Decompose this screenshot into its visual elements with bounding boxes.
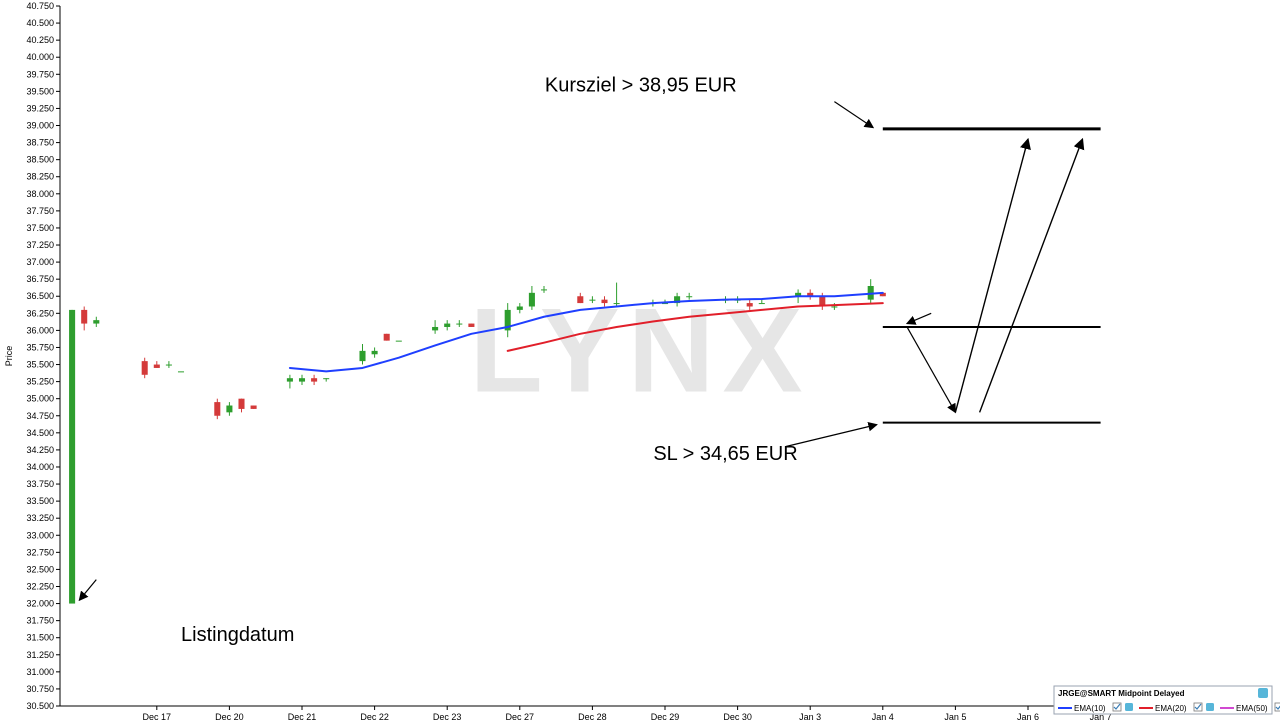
svg-text:31.500: 31.500 bbox=[26, 633, 54, 643]
annotation-text: Kursziel > 38,95 EUR bbox=[545, 74, 737, 96]
svg-text:30.750: 30.750 bbox=[26, 684, 54, 694]
svg-text:34.250: 34.250 bbox=[26, 445, 54, 455]
svg-text:38.250: 38.250 bbox=[26, 172, 54, 182]
svg-text:30.500: 30.500 bbox=[26, 701, 54, 711]
svg-text:31.750: 31.750 bbox=[26, 616, 54, 626]
svg-text:Dec 17: Dec 17 bbox=[143, 712, 172, 720]
svg-text:36.250: 36.250 bbox=[26, 308, 54, 318]
svg-text:EMA(50): EMA(50) bbox=[1236, 704, 1268, 713]
svg-text:35.500: 35.500 bbox=[26, 360, 54, 370]
svg-text:JRGE@SMART Midpoint Delayed: JRGE@SMART Midpoint Delayed bbox=[1058, 689, 1185, 698]
svg-text:37.750: 37.750 bbox=[26, 206, 54, 216]
svg-text:40.000: 40.000 bbox=[26, 52, 54, 62]
svg-text:EMA(10): EMA(10) bbox=[1074, 704, 1106, 713]
svg-text:32.500: 32.500 bbox=[26, 564, 54, 574]
svg-text:34.000: 34.000 bbox=[26, 462, 54, 472]
svg-text:32.000: 32.000 bbox=[26, 599, 54, 609]
svg-text:Dec 30: Dec 30 bbox=[723, 712, 752, 720]
y-axis-label: Price bbox=[4, 346, 14, 367]
svg-text:40.250: 40.250 bbox=[26, 35, 54, 45]
svg-text:39.250: 39.250 bbox=[26, 103, 54, 113]
svg-text:38.000: 38.000 bbox=[26, 189, 54, 199]
svg-text:40.500: 40.500 bbox=[26, 18, 54, 28]
candlestick-chart: LYNX30.50030.75031.00031.25031.50031.750… bbox=[0, 0, 1280, 720]
svg-text:37.000: 37.000 bbox=[26, 257, 54, 267]
svg-text:Dec 28: Dec 28 bbox=[578, 712, 607, 720]
svg-text:39.750: 39.750 bbox=[26, 69, 54, 79]
svg-text:Jan 3: Jan 3 bbox=[799, 712, 821, 720]
svg-text:32.750: 32.750 bbox=[26, 547, 54, 557]
svg-text:35.750: 35.750 bbox=[26, 342, 54, 352]
svg-text:Dec 23: Dec 23 bbox=[433, 712, 462, 720]
svg-text:37.250: 37.250 bbox=[26, 240, 54, 250]
svg-text:Dec 29: Dec 29 bbox=[651, 712, 680, 720]
svg-text:39.500: 39.500 bbox=[26, 86, 54, 96]
svg-text:35.000: 35.000 bbox=[26, 394, 54, 404]
svg-text:34.500: 34.500 bbox=[26, 428, 54, 438]
svg-text:33.000: 33.000 bbox=[26, 530, 54, 540]
legend-box: JRGE@SMART Midpoint Delayed EMA(10) EMA(20… bbox=[1054, 686, 1280, 714]
annotation-text: Listingdatum bbox=[181, 624, 294, 646]
svg-text:38.750: 38.750 bbox=[26, 138, 54, 148]
svg-text:Dec 27: Dec 27 bbox=[506, 712, 535, 720]
svg-text:31.000: 31.000 bbox=[26, 667, 54, 677]
svg-text:32.250: 32.250 bbox=[26, 581, 54, 591]
svg-text:Dec 20: Dec 20 bbox=[215, 712, 244, 720]
svg-text:36.750: 36.750 bbox=[26, 274, 54, 284]
svg-text:36.000: 36.000 bbox=[26, 325, 54, 335]
svg-text:35.250: 35.250 bbox=[26, 377, 54, 387]
svg-text:31.250: 31.250 bbox=[26, 650, 54, 660]
svg-text:Jan 6: Jan 6 bbox=[1017, 712, 1039, 720]
svg-text:Dec 22: Dec 22 bbox=[360, 712, 389, 720]
svg-text:34.750: 34.750 bbox=[26, 411, 54, 421]
svg-text:Jan 4: Jan 4 bbox=[872, 712, 894, 720]
svg-text:33.500: 33.500 bbox=[26, 496, 54, 506]
svg-text:EMA(20): EMA(20) bbox=[1155, 704, 1187, 713]
svg-text:39.000: 39.000 bbox=[26, 121, 54, 131]
svg-text:37.500: 37.500 bbox=[26, 223, 54, 233]
svg-text:33.250: 33.250 bbox=[26, 513, 54, 523]
svg-text:36.500: 36.500 bbox=[26, 291, 54, 301]
svg-text:Jan 5: Jan 5 bbox=[944, 712, 966, 720]
svg-text:40.750: 40.750 bbox=[26, 1, 54, 11]
svg-text:38.500: 38.500 bbox=[26, 155, 54, 165]
annotation-text: SL > 34,65 EUR bbox=[653, 443, 797, 465]
svg-text:Dec 21: Dec 21 bbox=[288, 712, 317, 720]
svg-text:33.750: 33.750 bbox=[26, 479, 54, 489]
